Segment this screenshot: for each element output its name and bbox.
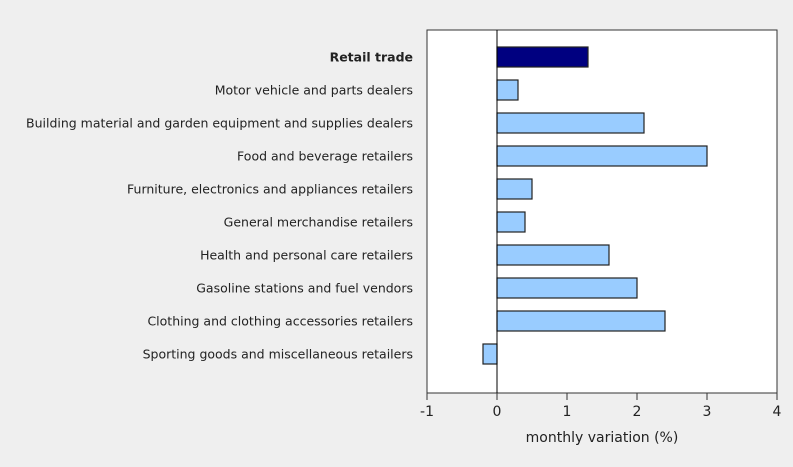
bar <box>496 244 610 266</box>
category-label: Clothing and clothing accessories retail… <box>147 314 413 329</box>
bar <box>482 343 498 365</box>
category-label: Food and beverage retailers <box>237 149 413 164</box>
bar <box>496 145 708 167</box>
x-tick-label: 2 <box>633 404 642 420</box>
category-label: Gasoline stations and fuel vendors <box>196 281 413 296</box>
x-tick-label: 1 <box>563 404 572 420</box>
category-label: Motor vehicle and parts dealers <box>215 83 413 98</box>
bar <box>496 310 666 332</box>
bar <box>496 46 589 68</box>
category-label: Building material and garden equipment a… <box>26 116 413 131</box>
category-label: Retail trade <box>330 50 413 65</box>
category-label: Sporting goods and miscellaneous retaile… <box>143 347 413 362</box>
x-tick-label: -1 <box>420 404 434 420</box>
bar <box>496 178 533 200</box>
bar <box>496 211 526 233</box>
x-axis-label: monthly variation (%) <box>526 430 679 446</box>
bar <box>496 277 638 299</box>
category-label: General merchandise retailers <box>224 215 413 230</box>
bar <box>496 112 645 134</box>
x-tick-label: 4 <box>773 404 782 420</box>
x-tick-label: 0 <box>493 404 502 420</box>
category-label: Health and personal care retailers <box>200 248 413 263</box>
x-tick-label: 3 <box>703 404 712 420</box>
bar <box>496 79 519 101</box>
category-label: Furniture, electronics and appliances re… <box>127 182 413 197</box>
plot-area <box>426 29 778 394</box>
